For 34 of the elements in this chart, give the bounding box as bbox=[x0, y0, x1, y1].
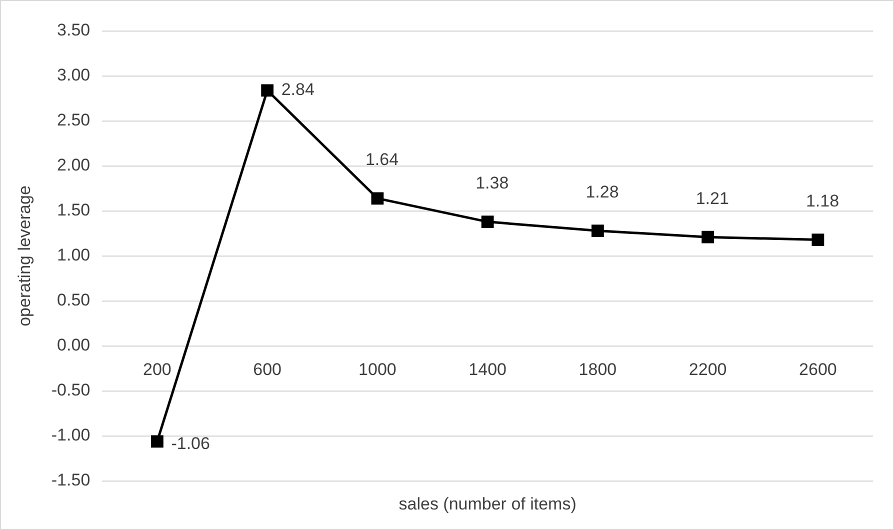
y-tick-label: 2.50 bbox=[57, 110, 90, 130]
data-label: 1.18 bbox=[806, 191, 840, 210]
data-label: 1.64 bbox=[365, 150, 399, 170]
x-tick-label: 1400 bbox=[468, 360, 506, 379]
point bbox=[702, 230, 714, 244]
point bbox=[591, 224, 604, 237]
y-tick-label: -1.50 bbox=[51, 470, 90, 490]
y-tick-label: 3.50 bbox=[57, 20, 90, 40]
point bbox=[481, 216, 494, 228]
point bbox=[812, 234, 824, 246]
x-axis-title: sales (number of items) bbox=[398, 494, 576, 514]
point bbox=[371, 192, 384, 205]
x-tick-label: 2200 bbox=[688, 360, 727, 379]
x-tick-label: 1800 bbox=[578, 360, 617, 379]
x-tick-label: 200 bbox=[143, 360, 172, 379]
x-tick-label: 600 bbox=[253, 360, 282, 379]
y-tick-label: -0.50 bbox=[51, 380, 90, 400]
y-axis-title: operating leverage bbox=[14, 186, 34, 326]
y-tick-label: 0.50 bbox=[57, 290, 90, 310]
x-tick-label: 1000 bbox=[358, 360, 396, 379]
data-label: 1.28 bbox=[586, 182, 619, 202]
y-tick-label: 1.50 bbox=[57, 200, 90, 220]
y-tick-label: 3.00 bbox=[57, 66, 90, 85]
y-tick-label: -1.00 bbox=[51, 426, 90, 445]
y-tick-label: 0.00 bbox=[57, 336, 90, 355]
y-tick-label: 2.00 bbox=[57, 156, 90, 175]
point bbox=[261, 84, 274, 97]
data-label: 1.38 bbox=[476, 173, 509, 192]
x-tick-label: 2600 bbox=[799, 360, 837, 379]
data-label: 2.84 bbox=[281, 80, 314, 100]
data-label: 1.21 bbox=[696, 188, 729, 208]
y-tick-label: 1.00 bbox=[57, 246, 90, 265]
point bbox=[151, 435, 164, 448]
data-label: -1.06 bbox=[171, 434, 210, 454]
